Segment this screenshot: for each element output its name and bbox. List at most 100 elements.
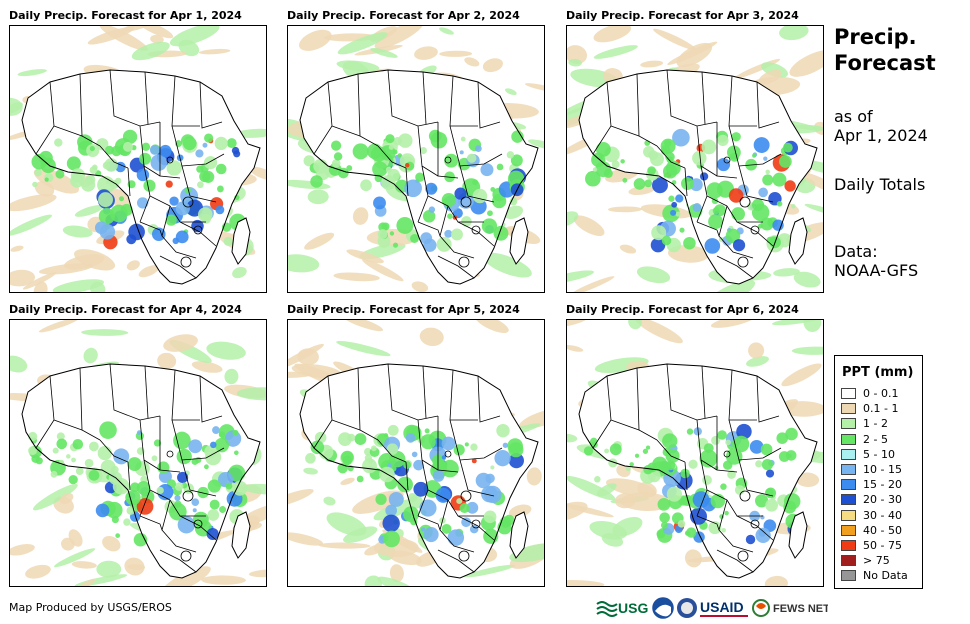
legend-swatch [841, 464, 856, 475]
forecast-panel-apr6: Daily Precip. Forecast for Apr 6, 2024 [566, 303, 826, 589]
panel-title: Daily Precip. Forecast for Apr 4, 2024 [9, 303, 242, 316]
rain-belt [583, 423, 802, 545]
partner-logos: USGS USAID FEWS NET [596, 596, 828, 620]
madagascar-outline [231, 217, 251, 265]
legend-swatch [841, 570, 856, 582]
legend-swatch [841, 494, 856, 506]
legend-swatch [841, 403, 856, 415]
forecast-panel-apr4: Daily Precip. Forecast for Apr 4, 2024 [9, 303, 269, 589]
legend-label: 5 - 10 [863, 447, 895, 461]
legend-label: > 75 [863, 554, 890, 568]
lake-outline [180, 550, 192, 562]
legend-label: No Data [863, 569, 908, 583]
map-credit: Map Produced by USGS/EROS [9, 601, 172, 614]
lake-outline [444, 450, 452, 458]
usaid-logo-mark: USAID [700, 599, 748, 617]
sidebar-title-line1: Precip. [834, 25, 917, 49]
country-borders [313, 363, 503, 573]
legend-label: 40 - 50 [863, 523, 902, 537]
lake-outline [166, 156, 174, 164]
rain-belt [303, 129, 527, 252]
panel-title: Daily Precip. Forecast for Apr 1, 2024 [9, 9, 242, 22]
as-of-date: as of Apr 1, 2024 [834, 107, 928, 145]
lake-outline [193, 225, 203, 235]
precip-map [566, 319, 824, 587]
rain-belt [305, 423, 524, 548]
legend-swatch [841, 555, 856, 567]
legend-swatch [841, 509, 856, 521]
lake-outline [166, 450, 174, 458]
country-borders [313, 69, 503, 279]
africa-map [567, 320, 823, 586]
africa-map [567, 26, 823, 292]
africa-map [288, 320, 544, 586]
madagascar-outline [788, 511, 808, 559]
legend-swatch [841, 418, 856, 430]
precip-map [287, 25, 545, 293]
precip-map [566, 25, 824, 293]
lake-outline [737, 550, 749, 562]
legend-label: 2 - 5 [863, 432, 888, 446]
forecast-panel-apr3: Daily Precip. Forecast for Apr 3, 2024 [566, 9, 826, 295]
country-borders [592, 69, 782, 279]
usgs-logo: USGS [596, 596, 648, 620]
legend-label: 0.1 - 1 [863, 402, 899, 416]
legend-swatch [841, 479, 856, 491]
legend-item: 2 - 5 [841, 433, 921, 447]
noaa-logo [652, 596, 674, 620]
legend-item: 1 - 2 [841, 417, 921, 431]
lake-outline [182, 490, 194, 502]
lake-outline [723, 156, 731, 164]
country-borders [592, 363, 782, 573]
legend-swatch [841, 433, 856, 445]
legend-item: 10 - 15 [841, 463, 921, 477]
madagascar-outline [231, 511, 251, 559]
forecast-panel-apr1: Daily Precip. Forecast for Apr 1, 2024 [9, 9, 269, 295]
panel-title: Daily Precip. Forecast for Apr 5, 2024 [287, 303, 520, 316]
sidebar-title-line2: Forecast [834, 51, 936, 75]
legend-item: 5 - 10 [841, 448, 921, 462]
lake-outline [750, 225, 760, 235]
lake-outline [458, 256, 470, 268]
legend-label: 30 - 40 [863, 508, 902, 522]
precip-map [9, 319, 267, 587]
legend-item: 40 - 50 [841, 524, 921, 538]
legend-label: 0 - 0.1 [863, 387, 899, 400]
madagascar-outline [788, 217, 808, 265]
legend-item: 15 - 20 [841, 478, 921, 492]
usgs-logo-mark: USGS [596, 600, 648, 617]
lake-outline [471, 519, 481, 529]
lake-outline [460, 196, 472, 208]
precip-map [287, 319, 545, 587]
legend-swatch [841, 540, 856, 551]
africa-map [10, 320, 266, 586]
lake-outline [460, 490, 472, 502]
seal-icon [677, 598, 697, 618]
forecast-panel-apr5: Daily Precip. Forecast for Apr 5, 2024 [287, 303, 547, 589]
usgs-logo-text: USGS [618, 600, 648, 616]
legend-label: 50 - 75 [863, 539, 902, 552]
panel-title: Daily Precip. Forecast for Apr 6, 2024 [566, 303, 799, 316]
data-source-value: NOAA-GFS [834, 261, 919, 280]
legend-item: No Data [841, 569, 921, 583]
lake-outline [180, 256, 192, 268]
daily-totals-label: Daily Totals [834, 175, 926, 194]
forecast-panel-apr2: Daily Precip. Forecast for Apr 2, 2024 [287, 9, 547, 295]
fewsnet-logo-text: FEWS NET [773, 603, 828, 615]
lake-outline [444, 156, 452, 164]
fewsnet-logo-mark: FEWS NET [752, 599, 828, 617]
lake-outline [458, 550, 470, 562]
lake-outline [182, 196, 194, 208]
lake-outline [739, 490, 751, 502]
lake-outline [750, 519, 760, 529]
lake-outline [737, 256, 749, 268]
sidebar-title: Precip. Forecast [834, 24, 936, 76]
fewsnet-logo: FEWS NET [752, 596, 828, 620]
legend-swatch [841, 388, 856, 399]
as-of-value: Apr 1, 2024 [834, 126, 928, 145]
country-borders [35, 69, 225, 279]
lake-outline [471, 225, 481, 235]
legend-label: 20 - 30 [863, 493, 902, 507]
lake-outline [723, 450, 731, 458]
panel-title: Daily Precip. Forecast for Apr 2, 2024 [287, 9, 520, 22]
